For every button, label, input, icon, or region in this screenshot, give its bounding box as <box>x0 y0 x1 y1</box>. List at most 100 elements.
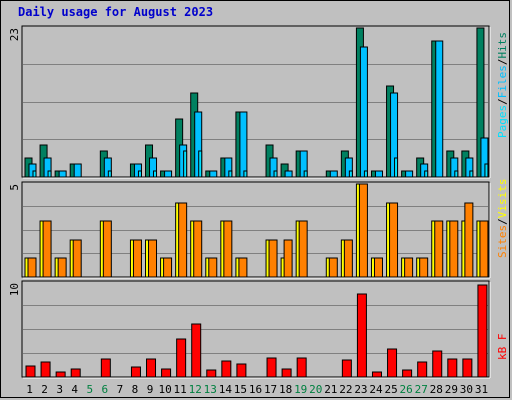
x-tick-label-day-14: 14 <box>219 383 233 396</box>
bar-sites-day-18 <box>283 239 293 278</box>
x-tick-label-day-30: 30 <box>460 383 473 396</box>
bar-kbytes-day-15 <box>236 363 247 378</box>
bar-sites-day-14 <box>223 220 233 278</box>
bar-sites-day-23 <box>358 183 368 278</box>
legend-pages-files-hits-part: Files <box>496 65 509 98</box>
bar-sites-day-17 <box>268 239 278 278</box>
bar-pages-day-2 <box>47 170 52 178</box>
bar-sites-day-11 <box>178 202 188 278</box>
x-tick-label-day-13: 13 <box>204 383 217 396</box>
bar-pages-day-23 <box>363 170 368 178</box>
bar-pages-day-12 <box>198 150 203 178</box>
bar-kbytes-day-11 <box>176 338 187 378</box>
bar-sites-day-6 <box>102 220 112 278</box>
legend-pages-files-hits-part: Hits <box>496 32 509 59</box>
x-tick-label-day-17: 17 <box>264 383 277 396</box>
bar-files-day-18 <box>284 170 293 178</box>
bar-kbytes-day-3 <box>55 371 66 378</box>
x-tick-label-day-12: 12 <box>189 383 202 396</box>
bar-sites-day-25 <box>389 202 399 278</box>
x-tick-label-day-9: 9 <box>147 383 154 396</box>
bar-sites-day-19 <box>298 220 308 278</box>
bar-files-day-21 <box>329 170 338 178</box>
bar-files-day-24 <box>374 170 383 178</box>
legend-pages-files-hits-part: / <box>496 98 509 105</box>
legend-sites-visits-part: Sites <box>496 225 509 258</box>
bar-files-day-23 <box>359 46 368 178</box>
bar-kbytes-day-28 <box>432 350 443 378</box>
bar-kbytes-day-31 <box>477 284 488 378</box>
x-tick-label-day-8: 8 <box>132 383 139 396</box>
bar-pages-day-11 <box>183 150 188 178</box>
bar-pages-day-27 <box>424 170 429 178</box>
chart-title: Daily usage for August 2023 <box>18 5 214 19</box>
x-tick-label-day-10: 10 <box>158 383 171 396</box>
x-tick-label-day-2: 2 <box>41 383 48 396</box>
bar-pages-day-14 <box>228 170 233 178</box>
bar-kbytes-day-6 <box>100 358 111 378</box>
bar-files-day-3 <box>58 170 67 178</box>
bar-sites-day-13 <box>208 257 218 278</box>
bar-sites-day-1 <box>27 257 37 278</box>
bar-pages-day-17 <box>273 170 278 178</box>
x-tick-label-day-23: 23 <box>354 383 367 396</box>
bar-sites-day-2 <box>42 220 52 278</box>
bar-sites-day-24 <box>373 257 383 278</box>
legend-sites-visits-part: Visits <box>496 179 509 219</box>
x-tick-label-day-6: 6 <box>102 383 109 396</box>
legend-pages-files-hits: Pages/Files/Hits <box>496 32 509 138</box>
legend-pages-files-hits-part: Pages <box>496 105 509 138</box>
x-tick-label-day-11: 11 <box>174 383 187 396</box>
bar-pages-day-22 <box>348 170 353 178</box>
bar-sites-day-4 <box>72 239 82 278</box>
bar-kbytes-day-30 <box>462 358 473 378</box>
x-tick-label-day-15: 15 <box>234 383 247 396</box>
bar-sites-day-29 <box>449 220 459 278</box>
legend-kbytes: kB F <box>496 334 509 361</box>
bar-kbytes-day-10 <box>161 368 172 378</box>
bar-sites-day-27 <box>419 257 429 278</box>
bar-sites-day-15 <box>238 257 248 278</box>
bar-pages-day-15 <box>243 170 248 178</box>
legend-sites-visits-part: / <box>496 218 509 225</box>
bar-sites-day-26 <box>404 257 414 278</box>
bar-sites-day-30 <box>464 202 474 278</box>
x-tick-label-day-26: 26 <box>400 383 413 396</box>
bar-sites-day-12 <box>193 220 203 278</box>
x-tick-label-day-21: 21 <box>324 383 337 396</box>
x-tick-label-day-16: 16 <box>249 383 262 396</box>
x-tick-label-day-28: 28 <box>430 383 443 396</box>
y-max-label-1: 23 <box>8 28 21 41</box>
bar-kbytes-day-8 <box>130 366 141 378</box>
x-tick-label-day-27: 27 <box>415 383 428 396</box>
bar-sites-day-31 <box>479 220 489 278</box>
x-tick-label-day-22: 22 <box>339 383 352 396</box>
bar-kbytes-day-2 <box>40 361 51 378</box>
bar-kbytes-day-22 <box>341 359 352 378</box>
bar-sites-day-21 <box>328 257 338 278</box>
bar-kbytes-day-12 <box>191 323 202 378</box>
x-tick-label-day-7: 7 <box>117 383 124 396</box>
bar-pages-day-30 <box>469 170 474 178</box>
bar-pages-day-29 <box>454 170 459 178</box>
panel-1 <box>21 25 490 178</box>
bar-kbytes-day-1 <box>25 365 36 378</box>
bar-kbytes-day-23 <box>356 293 367 378</box>
bar-kbytes-day-19 <box>296 357 307 378</box>
bar-pages-day-8 <box>137 170 142 178</box>
bar-kbytes-day-25 <box>387 348 398 378</box>
x-tick-label-day-20: 20 <box>309 383 322 396</box>
legend-kbytes-part: kB F <box>496 334 509 361</box>
bar-sites-day-22 <box>343 239 353 278</box>
bar-kbytes-day-24 <box>371 371 382 378</box>
bar-pages-day-9 <box>153 170 158 178</box>
bar-kbytes-day-26 <box>402 369 413 378</box>
bar-files-day-15 <box>239 111 248 178</box>
bar-kbytes-day-14 <box>221 360 232 378</box>
bar-sites-day-3 <box>57 257 67 278</box>
bar-kbytes-day-27 <box>417 361 428 378</box>
legend-sites-visits: Sites/Visits <box>496 179 509 259</box>
x-tick-label-day-19: 19 <box>294 383 307 396</box>
bar-files-day-28 <box>435 40 444 178</box>
